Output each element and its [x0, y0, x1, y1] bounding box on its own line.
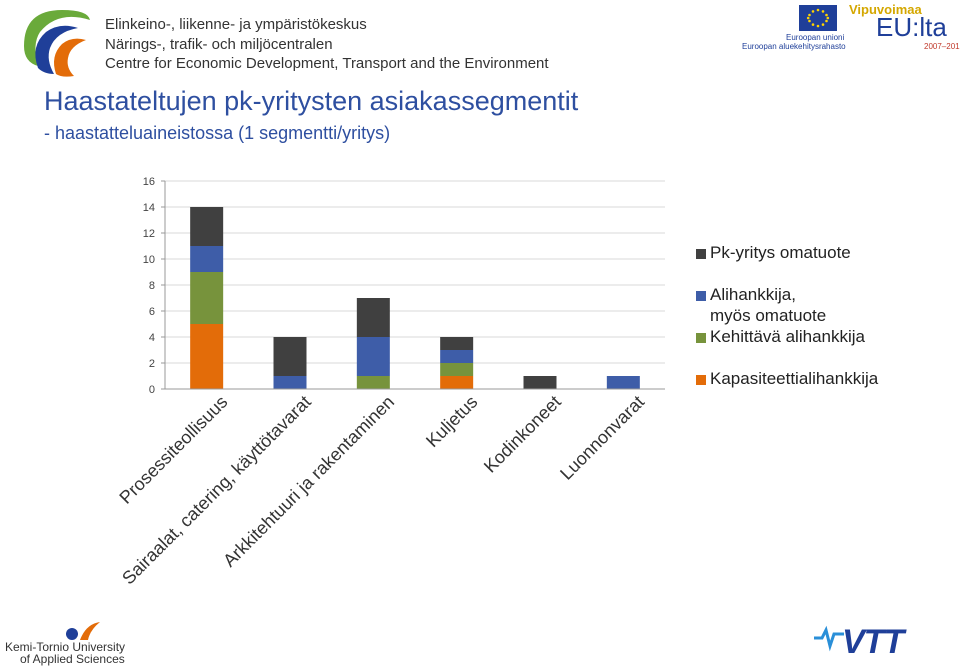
y-tick-label: 10	[143, 254, 155, 266]
vipuvoimaa-label: Vipuvoimaa	[849, 2, 922, 17]
bar-segment	[523, 376, 557, 389]
eu-flag-icon	[799, 5, 837, 31]
y-tick-label: 16	[143, 176, 155, 188]
bar-segment	[606, 376, 640, 389]
bar-segment	[440, 363, 474, 376]
legend-label: Alihankkija, myös omatuote	[710, 285, 826, 325]
chart-bars	[190, 207, 640, 389]
legend-swatch	[696, 291, 706, 301]
x-tick-label: Kuljetus	[422, 392, 481, 451]
y-tick-label: 4	[149, 332, 155, 344]
x-tick-label: Arkkitehtuuri ja rakentaminen	[219, 392, 398, 571]
page-title: Haastateltujen pk-yritysten asiakassegme…	[44, 86, 579, 116]
chart-axes	[161, 180, 665, 390]
x-tick-label: Kodinkoneet	[480, 392, 565, 477]
bar-segment	[190, 246, 224, 272]
kemi-tornio-line1: Kemi-Tornio University	[5, 640, 126, 654]
bar-segment	[273, 376, 307, 389]
vtt-logo-icon	[814, 625, 844, 652]
bar-segment	[356, 337, 390, 376]
bar-segment	[273, 337, 307, 376]
org-name-sv: Närings-, trafik- och miljöcentralen	[105, 36, 333, 53]
bar-segment	[440, 337, 474, 350]
eu-fund-label: Euroopan aluekehitysrahasto	[742, 42, 846, 51]
legend-swatch	[696, 375, 706, 385]
chart-y-ticks: 0 2 4 6 8 10 12 14 16	[143, 176, 155, 396]
legend-swatch	[696, 249, 706, 259]
bar-segment	[440, 350, 474, 363]
legend-label: Pk-yritys omatuote	[710, 243, 851, 262]
legend-swatch	[696, 333, 706, 343]
vtt-logo-text: VTT	[842, 623, 904, 661]
org-name-en: Centre for Economic Development, Transpo…	[105, 55, 549, 72]
bar-segment	[190, 324, 224, 389]
kemi-tornio-line2: of Applied Sciences	[20, 652, 125, 666]
vipuvoimaa-eu-label: EU:lta	[876, 12, 947, 42]
chart-gridlines	[165, 180, 665, 364]
y-tick-label: 8	[149, 280, 155, 292]
y-tick-label: 14	[143, 202, 155, 214]
y-tick-label: 12	[143, 228, 155, 240]
y-tick-label: 2	[149, 358, 155, 370]
eu-union-label: Euroopan unioni	[786, 33, 845, 42]
bar-segment	[356, 298, 390, 337]
page-subtitle: - haastatteluaineistossa (1 segmentti/yr…	[44, 123, 391, 143]
bar-segment	[190, 272, 224, 324]
bar-segment	[356, 376, 390, 389]
y-tick-label: 6	[149, 306, 155, 318]
org-name-fi: Elinkeino-, liikenne- ja ympäristökeskus	[105, 16, 367, 33]
legend-label: Kapasiteettialihankkija	[710, 369, 879, 388]
chart-legend: Pk-yritys omatuote Alihankkija, myös omatu…	[696, 243, 879, 388]
bar-segment	[190, 207, 224, 246]
bar-segment	[440, 376, 474, 389]
y-tick-label: 0	[149, 384, 155, 396]
legend-label: Kehittävä alihankkija	[710, 327, 866, 346]
kemi-tornio-logo-icon	[66, 622, 100, 640]
x-tick-label: Luonnonvarat	[556, 392, 648, 484]
vipuvoimaa-years: 2007–2013	[924, 42, 960, 51]
ely-logo-icon	[24, 10, 90, 77]
